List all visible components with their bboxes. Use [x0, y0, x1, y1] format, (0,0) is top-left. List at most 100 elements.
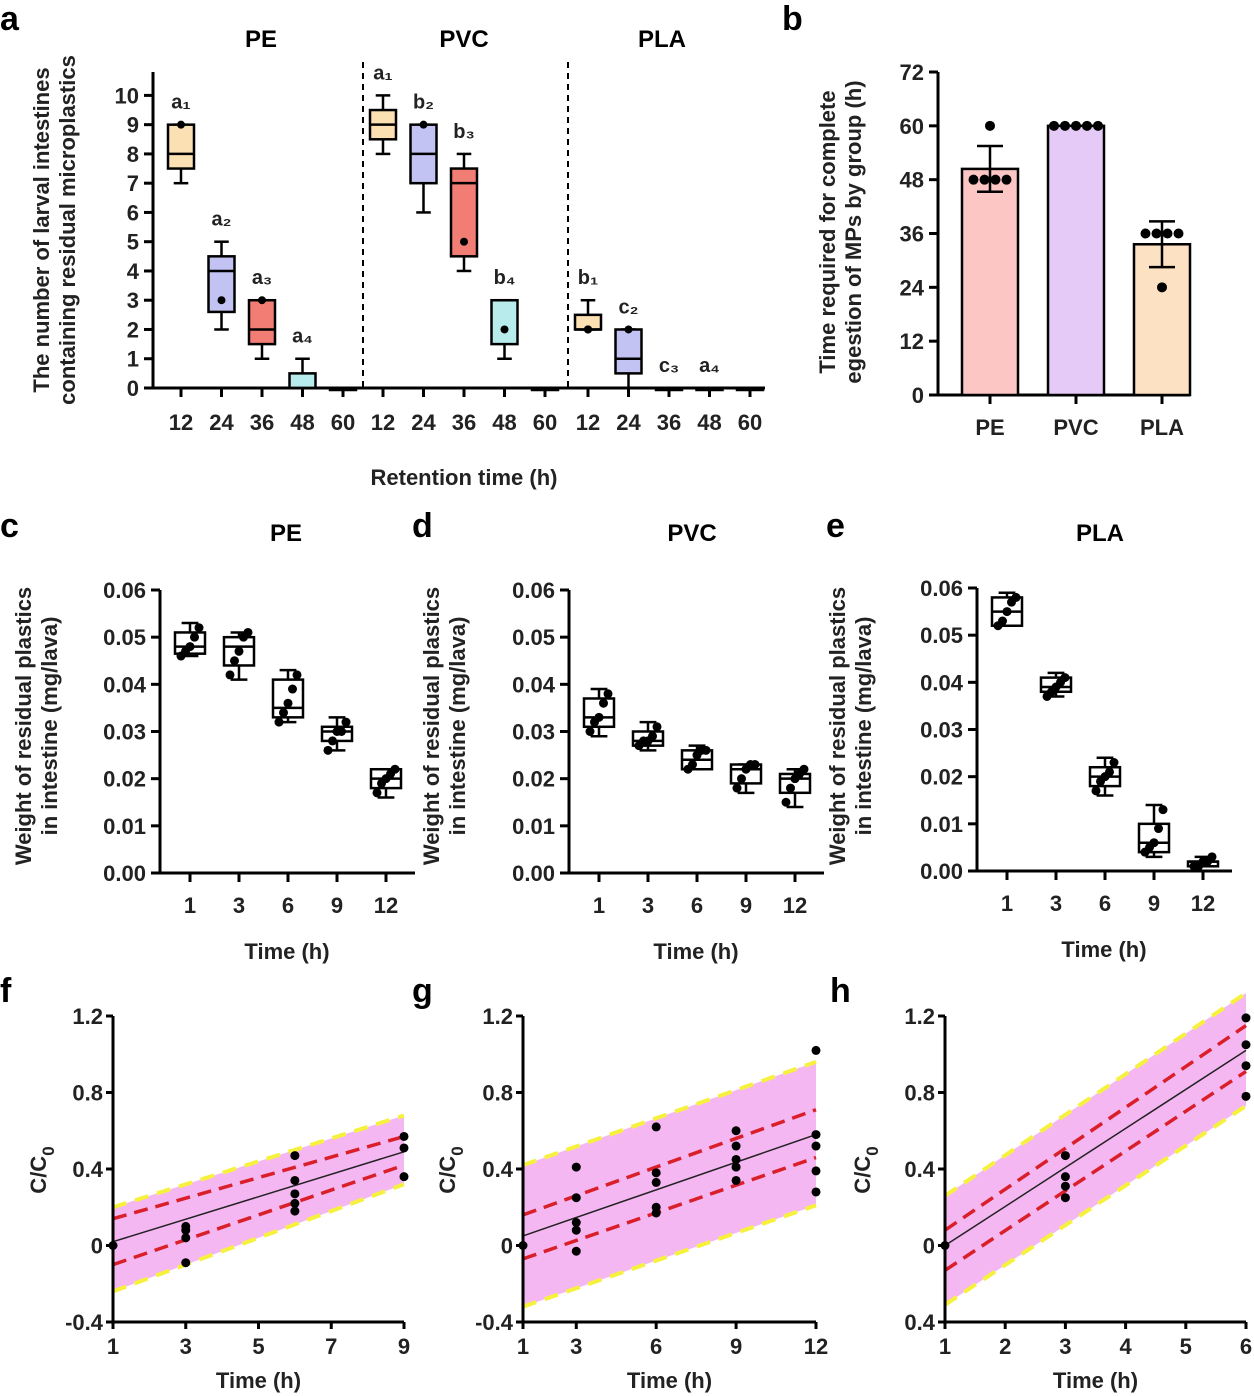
box-body	[166, 123, 196, 170]
data-point	[968, 174, 979, 185]
x-tick-label: 48	[697, 410, 721, 435]
x-tick-label: 12	[1191, 891, 1215, 916]
box-group-36	[247, 296, 277, 360]
group-title: PLA	[638, 26, 686, 53]
y-axis-title: Weight of residual plasticsin intestine …	[11, 587, 62, 865]
data-point	[571, 1225, 581, 1235]
data-point	[1207, 852, 1217, 862]
data-point	[190, 632, 199, 642]
x-tick-label: 24	[411, 410, 436, 435]
data-point	[290, 1175, 300, 1185]
data-point	[811, 1045, 821, 1055]
confidence-interval-line	[522, 1155, 817, 1261]
box-group-1	[173, 621, 207, 661]
data-point	[1151, 228, 1162, 239]
x-tick-label: 2	[999, 1334, 1011, 1359]
data-point	[799, 764, 809, 774]
data-point	[652, 722, 662, 732]
data-point	[811, 1187, 821, 1197]
y-axis-title-line: in intestine (mg/lava)	[37, 617, 62, 836]
y-tick-label: 0.4	[904, 1310, 935, 1335]
y-tick-label: 0.02	[103, 767, 146, 792]
data-point	[651, 1177, 661, 1187]
confidence-interval-line	[944, 1070, 1247, 1272]
significance-label: c₃	[659, 355, 679, 377]
x-tick-label: 9	[730, 1334, 742, 1359]
data-point	[230, 656, 239, 666]
data-point	[651, 1122, 661, 1132]
data-point	[584, 325, 592, 334]
x-tick-label: 3	[180, 1334, 192, 1359]
y-tick-label: 0.03	[512, 720, 555, 745]
significance-label: a₃	[252, 267, 272, 289]
data-point	[1011, 592, 1021, 602]
box-group-48	[490, 298, 519, 360]
x-tick-label: PLA	[1140, 415, 1184, 440]
y-tick-label: 9	[127, 113, 139, 138]
x-tick-label: 36	[657, 410, 681, 435]
box-group-6	[1088, 756, 1122, 797]
chart-title: PVC	[667, 520, 716, 547]
data-point	[585, 727, 595, 736]
y-tick-label: 0.02	[512, 767, 555, 792]
x-tick-label: 5	[252, 1334, 264, 1359]
data-point	[1060, 1151, 1070, 1161]
y-tick-label: 0.8	[904, 1081, 935, 1106]
data-point	[688, 760, 697, 770]
data-point	[323, 745, 333, 755]
box-group-12	[166, 120, 196, 185]
data-point	[1241, 1040, 1251, 1050]
y-axis-title-line: The number of larval intestines	[29, 67, 54, 392]
x-tick-label: 1	[517, 1334, 529, 1359]
y-axis-title: Weight of residual plasticsin intestine …	[419, 587, 470, 865]
group-pvc: PVC 12 a₁ 24 b₂ 36 b₃ 48 b₄ 60	[368, 26, 560, 435]
data-point	[1093, 120, 1103, 131]
y-tick-label: 0.01	[512, 814, 555, 839]
box-group-48	[695, 386, 724, 392]
y-tick-label: 0.01	[920, 812, 963, 837]
panel-c-pe-weight-boxplot: c PE 0.00 0.01 0.02 0.03 0.04 0.05 0.06 Weight of…	[0, 507, 415, 964]
y-tick-label: 0.4	[482, 1157, 513, 1182]
x-tick-label: 9	[398, 1334, 410, 1359]
y-tick-label: 0.00	[512, 861, 555, 886]
y-axis-title-line: in intestine (mg/lava)	[445, 617, 470, 836]
y-tick-label: 6	[127, 200, 139, 225]
y-axis-title-main: C/C	[850, 1156, 875, 1194]
data-point	[571, 1193, 581, 1203]
box-group-3	[222, 627, 256, 681]
data-point	[651, 1208, 661, 1218]
data-point	[1060, 673, 1070, 683]
box-body	[490, 298, 519, 346]
data-point	[500, 325, 509, 334]
y-tick-label: 0.02	[920, 765, 963, 790]
box-body	[271, 678, 305, 719]
box-group-3	[631, 720, 665, 752]
x-tick-label: 24	[616, 410, 641, 435]
x-tick-label: 1	[593, 893, 605, 918]
y-axis-title-line: Weight of residual plastics	[11, 587, 36, 865]
data-point	[701, 745, 711, 755]
significance-label: c₂	[618, 296, 638, 318]
x-tick-label: 1	[1001, 891, 1013, 916]
y-tick-label: 0.06	[512, 578, 555, 603]
box-group-12	[368, 94, 398, 156]
box-group-12	[1186, 852, 1220, 871]
y-axis-title-line: Weight of residual plastics	[419, 587, 444, 865]
box-group-9	[1137, 803, 1171, 859]
data-point	[624, 325, 633, 334]
prediction-interval-line	[112, 1182, 405, 1294]
data-point	[258, 296, 266, 305]
prediction-interval-line	[112, 1113, 405, 1210]
y-tick-label: 0.05	[103, 625, 146, 650]
data-point	[1157, 282, 1167, 293]
panel-d-pvc-weight-boxplot: d PVC 0.00 0.01 0.02 0.03 0.04 0.05 0.06 Weight o…	[412, 507, 824, 964]
data-point	[283, 698, 293, 708]
data-point	[1105, 767, 1114, 777]
group-pe: PE 12 a₁ 24 a₂ 36 a₃ 48 a₄ 60	[166, 26, 358, 435]
y-tick-label: 0	[91, 1234, 103, 1259]
y-tick-label: 2	[127, 317, 139, 342]
data-point	[274, 717, 284, 727]
significance-label: b₂	[413, 92, 434, 114]
data-point	[1001, 174, 1012, 185]
